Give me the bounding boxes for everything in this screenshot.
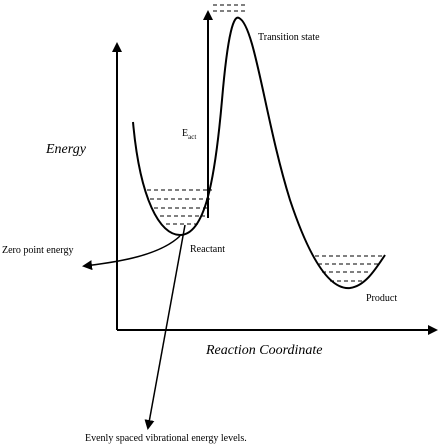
- reaction-coordinate-label: Reaction Coordinate: [205, 343, 323, 358]
- product-label: Product: [366, 293, 397, 304]
- energy-curve: [132, 16, 386, 290]
- vibrational-levels-label: Evenly spaced vibrational energy levels.: [85, 433, 247, 444]
- levels-arrow: [144, 224, 186, 430]
- energy-label: Energy: [45, 142, 87, 157]
- reactant-levels: [147, 189, 212, 225]
- transition-state-label: Transition state: [258, 32, 320, 43]
- zero-point-label: Zero point energy: [2, 245, 73, 256]
- reactant-label: Reactant: [190, 244, 225, 255]
- activation-subscript: act: [188, 133, 196, 141]
- product-levels: [315, 255, 383, 282]
- transition-levels: [213, 4, 245, 12]
- zero-point-arrow: [82, 235, 181, 271]
- activation-symbol: E: [182, 128, 188, 139]
- activation-label: Eact: [182, 128, 196, 141]
